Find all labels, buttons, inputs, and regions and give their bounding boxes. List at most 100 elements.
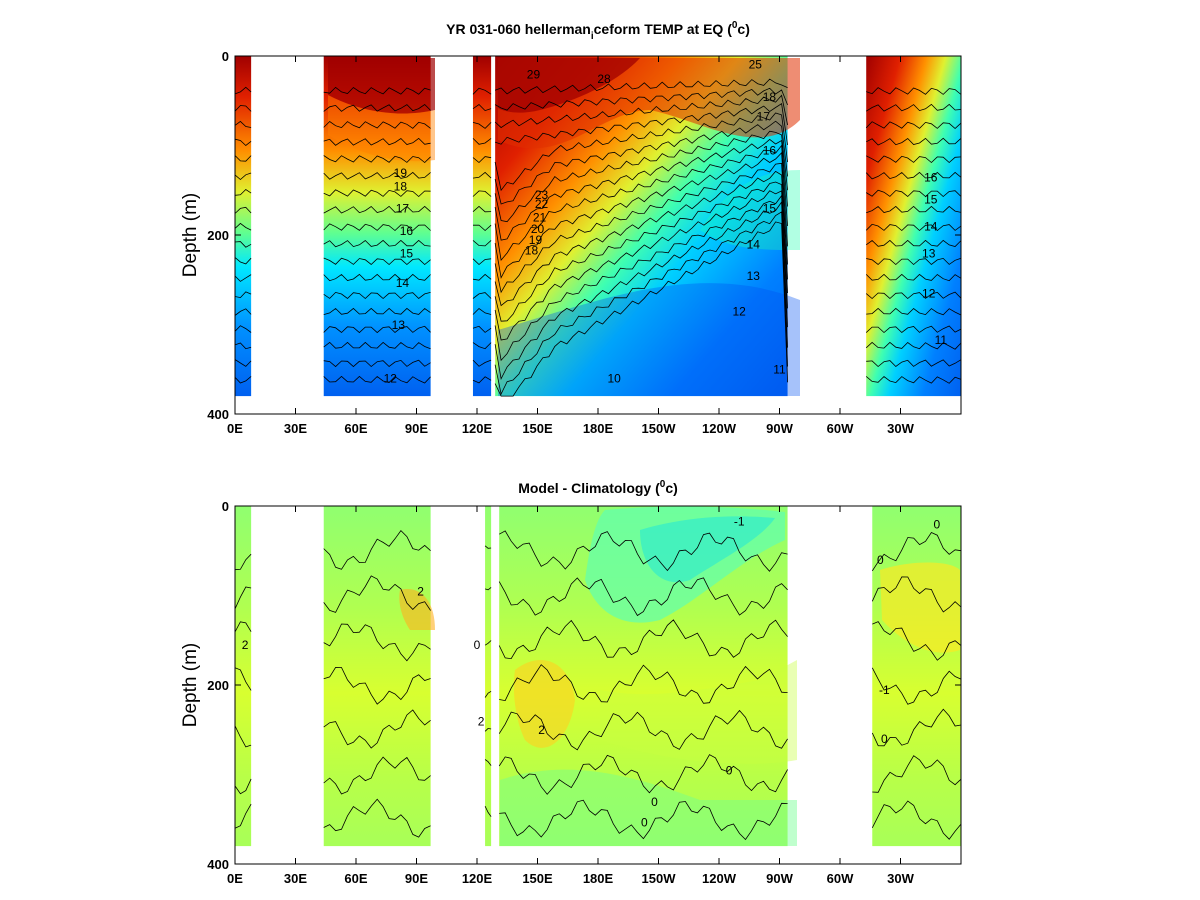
y-axis-label: Depth (m) bbox=[180, 643, 201, 727]
x-tick-label: 120E bbox=[462, 871, 493, 886]
y-tick-label: 0 bbox=[222, 499, 229, 514]
contour-line bbox=[484, 690, 492, 698]
contour-label: 2 bbox=[538, 723, 545, 737]
contour-line bbox=[323, 223, 431, 232]
contour-line bbox=[498, 577, 788, 617]
x-tick-label: 30E bbox=[284, 421, 307, 436]
contour-line bbox=[494, 181, 788, 322]
contour-line bbox=[472, 359, 492, 367]
contour-line bbox=[494, 120, 788, 205]
contour-line bbox=[494, 144, 788, 262]
contour-label: 13 bbox=[747, 269, 761, 283]
contour-label: 13 bbox=[922, 246, 936, 260]
difference-contours bbox=[234, 529, 962, 841]
y-tick-label: 200 bbox=[207, 678, 229, 693]
contour-line bbox=[323, 575, 431, 613]
contour-line bbox=[472, 103, 492, 112]
contour-line bbox=[323, 756, 431, 795]
contour-line bbox=[234, 725, 252, 748]
contour-line bbox=[323, 666, 431, 705]
contour-label: 25 bbox=[749, 58, 763, 72]
contour-line bbox=[494, 78, 788, 95]
contour-line bbox=[234, 138, 252, 147]
contour-line bbox=[472, 87, 492, 95]
contour-line bbox=[484, 587, 492, 591]
contour-line bbox=[323, 307, 431, 315]
contour-line bbox=[484, 806, 492, 817]
contour-line bbox=[234, 291, 252, 299]
contour-line bbox=[494, 190, 788, 341]
contour-line bbox=[234, 803, 252, 829]
contour-line bbox=[472, 190, 492, 197]
contour-label: 23 bbox=[535, 188, 549, 202]
contour-line bbox=[234, 222, 252, 231]
ocean-segment bbox=[872, 506, 961, 847]
y-tick-label: 200 bbox=[207, 228, 229, 243]
contour-line bbox=[472, 292, 492, 299]
x-tick-label: 120E bbox=[462, 421, 493, 436]
contour-line bbox=[323, 137, 431, 146]
contour-line bbox=[494, 162, 788, 294]
contour-line bbox=[323, 359, 431, 368]
contour-label: 0 bbox=[726, 764, 733, 778]
contour-line bbox=[323, 205, 431, 214]
contour-label: 0 bbox=[474, 638, 481, 652]
contour-line bbox=[866, 359, 962, 368]
contour-line bbox=[484, 727, 492, 732]
contour-line bbox=[323, 257, 431, 266]
contour-line bbox=[472, 376, 492, 384]
contour-line bbox=[323, 709, 431, 749]
contour-line bbox=[865, 223, 962, 232]
x-tick-label: 60E bbox=[344, 871, 367, 886]
contour-line bbox=[323, 155, 431, 164]
contour-label: 19 bbox=[394, 166, 408, 180]
contour-label: 0 bbox=[933, 517, 940, 531]
contour-line bbox=[234, 376, 252, 384]
contour-line bbox=[472, 205, 492, 213]
contour-line bbox=[494, 194, 788, 362]
contour-line bbox=[234, 155, 252, 162]
x-tick-label: 150E bbox=[522, 871, 553, 886]
contour-line bbox=[866, 155, 962, 164]
contour-line bbox=[472, 307, 492, 315]
contour-line bbox=[234, 359, 252, 367]
contour-label: 22 bbox=[535, 197, 549, 211]
difference-panel: Model - Climatology (0c) -12200-10000202… bbox=[180, 479, 962, 886]
temperature-contour-labels: 29 28251817161514131211102322212019181918… bbox=[384, 58, 948, 386]
contour-line bbox=[499, 530, 788, 572]
contour-line bbox=[323, 103, 431, 112]
contour-line bbox=[865, 325, 962, 334]
contour-label: 15 bbox=[763, 202, 777, 216]
contour-line bbox=[494, 221, 788, 397]
contour-label: 14 bbox=[924, 220, 938, 234]
x-tick-label: 150W bbox=[642, 421, 677, 436]
contour-line bbox=[234, 586, 252, 610]
contour-label: 16 bbox=[400, 224, 414, 238]
contour-line bbox=[484, 759, 492, 766]
contour-label: 18 bbox=[763, 90, 777, 104]
contour-label: -1 bbox=[879, 683, 890, 697]
contour-line bbox=[472, 122, 492, 129]
contour-line bbox=[323, 86, 431, 95]
contour-line bbox=[494, 103, 788, 146]
contour-line bbox=[866, 307, 962, 316]
contour-line bbox=[872, 621, 962, 661]
contour-line bbox=[866, 205, 962, 214]
contour-label: 0 bbox=[651, 795, 658, 809]
contour-label: 2 bbox=[242, 638, 249, 652]
contour-line bbox=[865, 291, 962, 300]
contour-line bbox=[865, 121, 962, 130]
contour-line bbox=[234, 206, 252, 214]
contour-line bbox=[472, 342, 492, 350]
ocean-segment bbox=[235, 56, 252, 397]
contour-line bbox=[865, 171, 962, 180]
contour-label: 18 bbox=[525, 244, 539, 258]
contour-line bbox=[323, 529, 431, 570]
contour-line bbox=[499, 664, 788, 704]
contour-label: 20 bbox=[531, 222, 545, 236]
x-tick-label: 90W bbox=[766, 871, 793, 886]
contour-line bbox=[234, 120, 252, 128]
x-tick-label: 30W bbox=[887, 871, 914, 886]
ocean-segment bbox=[323, 506, 431, 847]
chart-title: YR 031-060 hellermaniceform TEMP at EQ (… bbox=[446, 20, 750, 42]
